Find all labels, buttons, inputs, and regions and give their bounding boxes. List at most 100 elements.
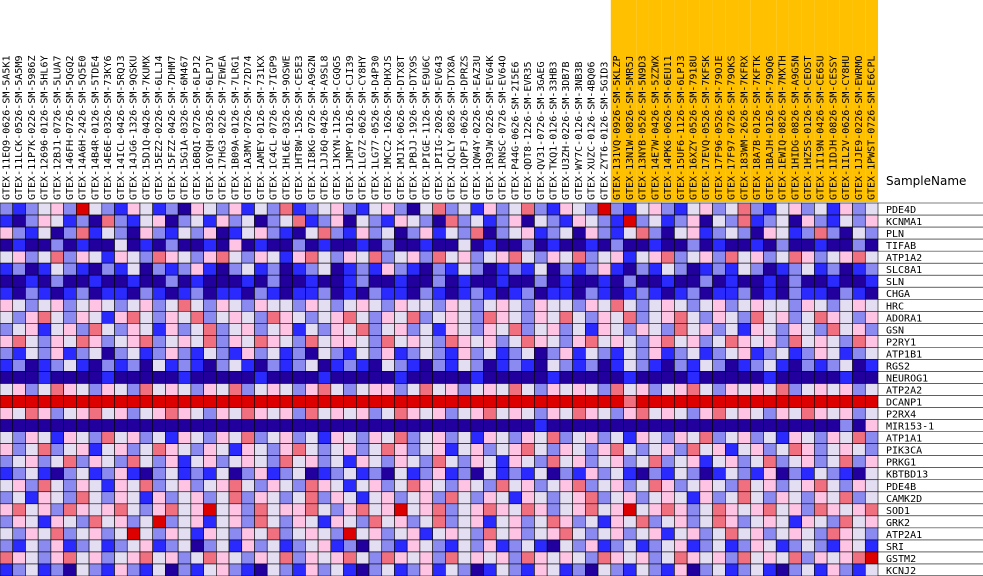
- heatmap-cell: [572, 395, 586, 408]
- heatmap-cell: [775, 443, 790, 456]
- heatmap-cell: [508, 383, 523, 396]
- heatmap-cell: [25, 214, 39, 228]
- heatmap-cell: [165, 443, 179, 456]
- heatmap-cell: [775, 479, 790, 493]
- heatmap-cell: [457, 359, 472, 372]
- heatmap-cell: [597, 335, 612, 348]
- heatmap-cell: [750, 407, 764, 420]
- heatmap-cell: [597, 527, 612, 541]
- heatmap-cell: [394, 262, 408, 276]
- heatmap-cell: [559, 298, 573, 312]
- heatmap-cell: [139, 443, 153, 456]
- heatmap-cell: [177, 347, 192, 360]
- heatmap-cell: [330, 431, 344, 444]
- heatmap-cell: [635, 274, 650, 288]
- heatmap-cell: [279, 286, 293, 300]
- heatmap-cell: [50, 443, 64, 456]
- heatmap-cell: [610, 250, 624, 264]
- heatmap-cell: [216, 262, 230, 276]
- heatmap-cell: [546, 431, 561, 444]
- heatmap-cell: [139, 214, 153, 228]
- heatmap-cell: [559, 407, 573, 420]
- heatmap-cell: [585, 262, 599, 276]
- heatmap-cell: [839, 563, 853, 576]
- heatmap-cell: [826, 226, 841, 240]
- heatmap-cell: [381, 491, 395, 505]
- heatmap-cell: [788, 479, 802, 493]
- heatmap-cell: [0, 503, 14, 517]
- heatmap-cell: [521, 323, 535, 336]
- heatmap-cell: [457, 347, 472, 360]
- heatmap-cell: [763, 347, 777, 360]
- heatmap-cell: [305, 563, 319, 576]
- heatmap-cell: [228, 395, 243, 408]
- heatmap-cell: [50, 407, 64, 420]
- heatmap-cell: [763, 286, 777, 300]
- heatmap-cell: [814, 479, 828, 493]
- heatmap-cell: [88, 563, 103, 576]
- heatmap-cell: [763, 310, 777, 324]
- heatmap-cell: [674, 226, 688, 240]
- heatmap-cell: [126, 359, 141, 372]
- heatmap-cell: [177, 455, 192, 469]
- heatmap-cell: [737, 515, 752, 529]
- heatmap-cell: [241, 467, 255, 481]
- heatmap-cell: [254, 479, 268, 493]
- heatmap-cell: [546, 491, 561, 505]
- heatmap-cell: [457, 551, 472, 565]
- heatmap-cell: [521, 335, 535, 348]
- heatmap-cell: [457, 455, 472, 469]
- heatmap-cell: [63, 491, 77, 505]
- heatmap-cell: [750, 563, 764, 576]
- heatmap-cell: [254, 395, 268, 408]
- heatmap-cell: [165, 455, 179, 469]
- heatmap-cell: [0, 286, 14, 300]
- heatmap-cell: [394, 226, 408, 240]
- heatmap-cell: [343, 395, 357, 408]
- heatmap-cell: [801, 455, 815, 469]
- heatmap-cell: [152, 539, 166, 553]
- heatmap-cell: [177, 491, 192, 505]
- heatmap-cell: [750, 539, 764, 553]
- heatmap-cell: [572, 310, 586, 324]
- heatmap-cell: [203, 371, 217, 384]
- heatmap-cell: [241, 323, 255, 336]
- heatmap-cell: [381, 395, 395, 408]
- heatmap-cell: [279, 323, 293, 336]
- heatmap-cell: [50, 262, 64, 276]
- heatmap-cell: [292, 286, 306, 300]
- heatmap-cell: [177, 527, 192, 541]
- heatmap-cell: [355, 467, 370, 481]
- heatmap-cell: [585, 407, 599, 420]
- heatmap-cell: [241, 455, 255, 469]
- heatmap-cell: [394, 407, 408, 420]
- heatmap-cell: [355, 503, 370, 517]
- heatmap-cell: [648, 371, 662, 384]
- sample-label: GTEX-1C4CL-0726-SM-7IGP9: [269, 56, 280, 201]
- heatmap-cell: [572, 250, 586, 264]
- heatmap-cell: [216, 419, 230, 432]
- heatmap-cell: [775, 250, 790, 264]
- heatmap-cell: [788, 298, 802, 312]
- heatmap-cell: [661, 551, 675, 565]
- heatmap-cell: [228, 431, 243, 444]
- heatmap-cell: [37, 310, 52, 324]
- heatmap-cell: [368, 431, 383, 444]
- heatmap-cell: [126, 551, 141, 565]
- heatmap-cell: [597, 395, 612, 408]
- heatmap-cell: [521, 286, 535, 300]
- heatmap-cell: [852, 479, 866, 493]
- heatmap-cell: [343, 419, 357, 432]
- heatmap-cell: [457, 563, 472, 576]
- heatmap-cell: [228, 250, 243, 264]
- heatmap-cell: [559, 503, 573, 517]
- heatmap-cell: [852, 323, 866, 336]
- heatmap-cell: [190, 563, 204, 576]
- heatmap-cell: [50, 359, 64, 372]
- heatmap-cell: [546, 551, 561, 565]
- sample-label: GTEX-1QW4Y-0226-SM-EAZ3U: [472, 55, 483, 200]
- heatmap-cell: [445, 371, 459, 384]
- heatmap-cell: [775, 274, 790, 288]
- heatmap-cell: [305, 359, 319, 372]
- heatmap-cell: [661, 383, 675, 396]
